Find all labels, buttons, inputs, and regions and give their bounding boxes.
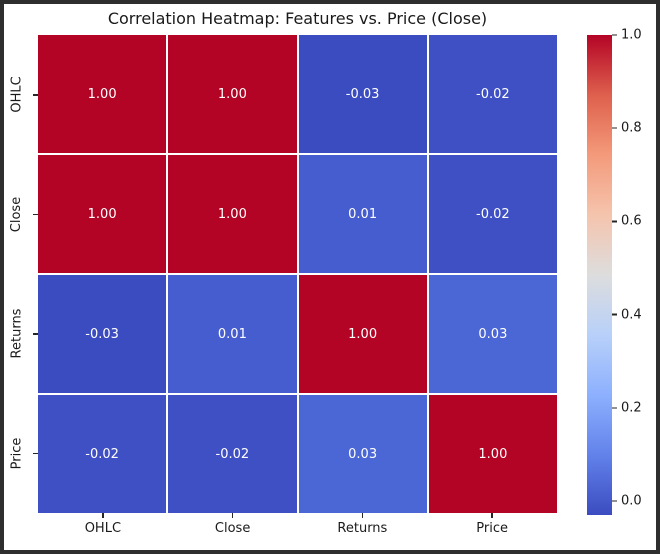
x-tick-label: Price (476, 521, 508, 536)
heatmap-cell: -0.02 (168, 395, 297, 513)
x-axis-tick-marks (38, 513, 557, 518)
heatmap-cell: 1.00 (428, 395, 557, 513)
cell-value-label: 0.01 (217, 326, 247, 342)
heatmap-cell: 1.00 (298, 275, 427, 393)
y-tick-label: OHLC (9, 76, 25, 113)
heatmap-cell: 0.01 (298, 155, 427, 273)
cell-value-label: 1.00 (217, 86, 247, 102)
heatmap-cell: -0.03 (38, 275, 167, 393)
colorbar-tick: 0.0 (612, 494, 642, 509)
colorbar-tick-mark (612, 407, 617, 409)
colorbar (587, 35, 612, 515)
cell-value-label: -0.02 (476, 86, 510, 102)
cell-value-label: -0.03 (345, 86, 380, 102)
colorbar-tick-label: 0.2 (621, 400, 642, 416)
colorbar-tick-label: 0.8 (621, 120, 642, 136)
cell-value-label: 1.00 (87, 86, 117, 102)
heatmap-cell: 1.00 (168, 35, 297, 153)
y-tick-mark (33, 452, 38, 454)
colorbar-tick-label: 0.6 (621, 213, 642, 229)
heatmap-cell: 1.00 (168, 155, 297, 273)
x-tick-label: OHLC (84, 521, 122, 536)
colorbar-tick-mark (612, 500, 617, 502)
heatmap-cell: -0.02 (428, 35, 557, 153)
x-tick-mark (231, 513, 234, 518)
colorbar-tick-mark (612, 34, 617, 36)
heatmap-cell: -0.02 (38, 395, 167, 513)
heatmap-cell: 1.00 (38, 35, 167, 153)
x-axis-labels: OHLC Close Returns Price (38, 521, 557, 539)
cell-value-label: 1.00 (348, 326, 378, 342)
x-tick-mark (102, 513, 104, 518)
cell-value-label: 0.03 (348, 446, 378, 462)
colorbar-tick-label: 1.0 (621, 27, 642, 43)
cell-value-label: -0.02 (215, 446, 250, 462)
colorbar-tick-mark (612, 313, 617, 316)
cell-value-label: -0.02 (85, 446, 119, 462)
x-tick-mark (491, 513, 493, 518)
y-tick-label: Price (9, 437, 25, 470)
colorbar-tick: 0.4 (612, 307, 642, 322)
x-tick-label: Close (214, 521, 251, 536)
colorbar-tick: 1.0 (612, 28, 642, 43)
y-axis-labels: OHLC Close Returns Price (8, 35, 26, 513)
cell-value-label: 0.01 (348, 206, 378, 222)
y-tick-label: Close (9, 196, 25, 232)
y-axis-tick-marks (33, 35, 38, 513)
y-tick-mark (33, 94, 38, 96)
heatmap-cell: 0.03 (428, 275, 557, 393)
colorbar-tick-mark (612, 220, 617, 223)
heatmap-cell: 1.00 (38, 155, 167, 273)
colorbar-tick-label: 0.4 (621, 307, 642, 323)
cell-value-label: -0.02 (476, 206, 510, 222)
colorbar-tick: 0.2 (612, 400, 642, 415)
colorbar-tick-label: 0.0 (621, 493, 642, 509)
heatmap-grid: 1.00 1.00 -0.03 -0.02 1.00 1.00 0.01 -0.02 -0.03… (38, 35, 557, 513)
y-tick-mark (33, 213, 38, 215)
cell-value-label: -0.03 (85, 326, 119, 342)
y-tick-label: Returns (9, 308, 25, 359)
colorbar-tick-mark (612, 127, 617, 129)
colorbar-tick: 0.8 (612, 121, 642, 136)
y-tick-mark (33, 333, 38, 335)
cell-value-label: 1.00 (478, 446, 508, 462)
heatmap-cell: -0.02 (428, 155, 557, 273)
cell-value-label: 1.00 (217, 206, 247, 222)
heatmap-cell: 0.01 (168, 275, 297, 393)
cell-value-label: 0.03 (478, 326, 508, 342)
x-tick-mark (361, 513, 364, 518)
colorbar-tick: 0.6 (612, 214, 642, 229)
cell-value-label: 1.00 (87, 206, 117, 222)
heatmap-cell: -0.03 (298, 35, 427, 153)
heatmap-cell: 0.03 (298, 395, 427, 513)
chart-title: Correlation Heatmap: Features vs. Price … (107, 9, 488, 28)
x-tick-label: Returns (337, 521, 388, 536)
